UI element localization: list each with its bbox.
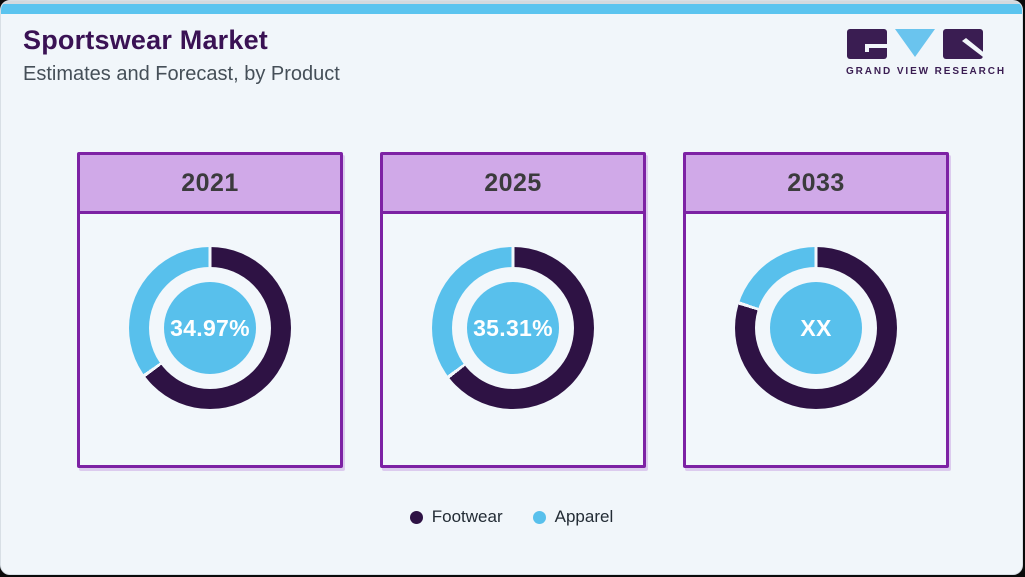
top-accent-bar: [1, 1, 1022, 14]
year-card-header: 2025: [383, 155, 643, 214]
logo-v-icon: [895, 29, 935, 57]
year-label: 2033: [787, 168, 845, 197]
chart-legend: Footwear Apparel: [1, 507, 1022, 527]
gvr-logo-mark: [847, 29, 987, 60]
year-label: 2021: [181, 168, 239, 197]
donut-panels-row: 2021 34.97% 2025: [77, 152, 949, 468]
donut-center-label: 35.31%: [473, 314, 553, 341]
donut-center-label: 34.97%: [170, 314, 250, 341]
year-card-body: XX: [686, 214, 946, 409]
year-card-2033: 2033 XX: [683, 152, 949, 468]
donut-hole: XX: [755, 267, 877, 389]
donut-chart-2025: 35.31%: [432, 247, 594, 409]
donut-center-label: XX: [800, 314, 832, 341]
donut-center-circle: 34.97%: [164, 282, 256, 374]
donut-center-circle: 35.31%: [467, 282, 559, 374]
donut-hole: 34.97%: [149, 267, 271, 389]
donut-chart-2033: XX: [735, 247, 897, 409]
footwear-legend-dot: [409, 510, 423, 524]
year-card-2025: 2025 35.31%: [380, 152, 646, 468]
legend-label-apparel: Apparel: [554, 507, 614, 526]
donut-hole: 35.31%: [452, 267, 574, 389]
donut-center-circle: XX: [770, 282, 862, 374]
gvr-logo: GRAND VIEW RESEARCH: [846, 29, 1006, 77]
page-subtitle: Estimates and Forecast, by Product: [23, 63, 340, 85]
year-card-body: 34.97%: [80, 214, 340, 409]
legend-item-footwear: Footwear: [409, 507, 503, 527]
page-title: Sportswear Market: [23, 25, 268, 55]
donut-chart-2021: 34.97%: [129, 247, 291, 409]
legend-label-footwear: Footwear: [431, 507, 503, 526]
year-card-header: 2033: [686, 155, 946, 214]
year-label: 2025: [484, 168, 542, 197]
year-card-2021: 2021 34.97%: [77, 152, 343, 468]
gvr-wordmark: GRAND VIEW RESEARCH: [846, 66, 1006, 77]
year-card-body: 35.31%: [383, 214, 643, 409]
logo-r-icon: [943, 29, 987, 60]
legend-item-apparel: Apparel: [532, 507, 614, 527]
year-card-header: 2021: [80, 155, 340, 214]
page-header: Sportswear Market Estimates and Forecast…: [23, 25, 340, 86]
apparel-legend-dot: [532, 510, 546, 524]
logo-g-icon: [847, 29, 887, 59]
